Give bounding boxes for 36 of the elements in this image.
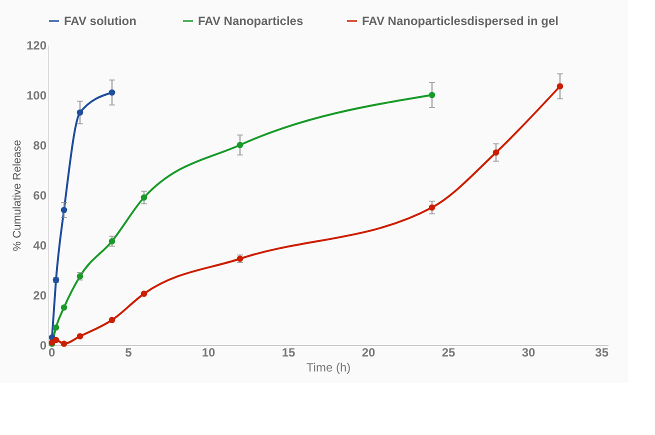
point	[76, 109, 84, 116]
point	[52, 336, 60, 344]
point	[108, 238, 116, 244]
point	[52, 324, 60, 331]
point	[140, 194, 148, 201]
point	[428, 204, 436, 211]
point	[60, 304, 68, 311]
x-tick-label: 15	[282, 346, 296, 360]
point	[108, 89, 116, 96]
y-tick-label: 60	[33, 188, 47, 202]
x-tick-label: 35	[595, 346, 609, 360]
point	[108, 316, 116, 324]
point	[492, 149, 500, 156]
point	[428, 92, 436, 98]
legend-label: FAV Nanoparticlesdispersed in gel	[362, 14, 558, 28]
x-tick-label: 0	[48, 346, 56, 360]
x-tick-label: 5	[125, 346, 132, 360]
x-tick-label: 20	[362, 346, 376, 360]
y-tick-label: 100	[26, 88, 47, 102]
x-tick-label: 30	[522, 346, 536, 360]
y-tick-label: 80	[33, 138, 47, 152]
y-tick-label: 40	[33, 238, 47, 252]
legend-label: FAV Nanoparticles	[198, 14, 304, 28]
point	[140, 290, 148, 297]
y-tick-label: 20	[33, 288, 47, 302]
point	[60, 206, 68, 214]
point	[556, 83, 564, 90]
x-axis-title: Time (h)	[306, 360, 351, 374]
y-tick-label: 120	[26, 38, 47, 52]
point	[236, 142, 244, 148]
x-tick-label: 10	[202, 346, 216, 360]
legend-label: FAV solution	[64, 14, 136, 28]
y-axis-title: % Cumulative Release	[11, 140, 24, 252]
x-tick-label: 25	[442, 346, 456, 360]
point	[60, 340, 68, 347]
point	[76, 333, 84, 340]
